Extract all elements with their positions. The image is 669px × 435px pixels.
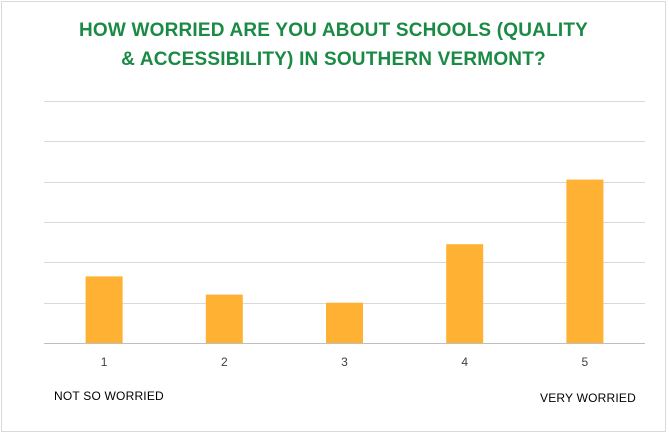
bar-3 xyxy=(326,302,363,343)
chart-title: HOW WORRIED ARE YOU ABOUT SCHOOLS (QUALI… xyxy=(0,16,667,74)
x-tick-labels: 1 2 3 4 5 xyxy=(101,355,589,369)
x-tick-label-3: 3 xyxy=(341,355,348,369)
scale-label-low: NOT SO WORRIED xyxy=(54,389,164,403)
x-tick-label-1: 1 xyxy=(101,355,108,369)
bar-1 xyxy=(85,276,123,343)
x-tick-label-5: 5 xyxy=(582,355,589,369)
bars xyxy=(85,179,604,343)
x-tick-label-2: 2 xyxy=(221,355,228,369)
bar-5 xyxy=(566,179,604,343)
bar-4 xyxy=(446,244,484,343)
chart-title-line-1: HOW WORRIED ARE YOU ABOUT SCHOOLS (QUALI… xyxy=(78,20,589,41)
chart-title-line-2: & ACCESSIBILITY) IN SOUTHERN VERMONT? xyxy=(121,49,546,70)
bar-2 xyxy=(205,294,243,343)
gridlines xyxy=(44,101,645,344)
x-tick-label-4: 4 xyxy=(461,355,468,369)
scale-label-high: VERY WORRIED xyxy=(540,391,636,405)
